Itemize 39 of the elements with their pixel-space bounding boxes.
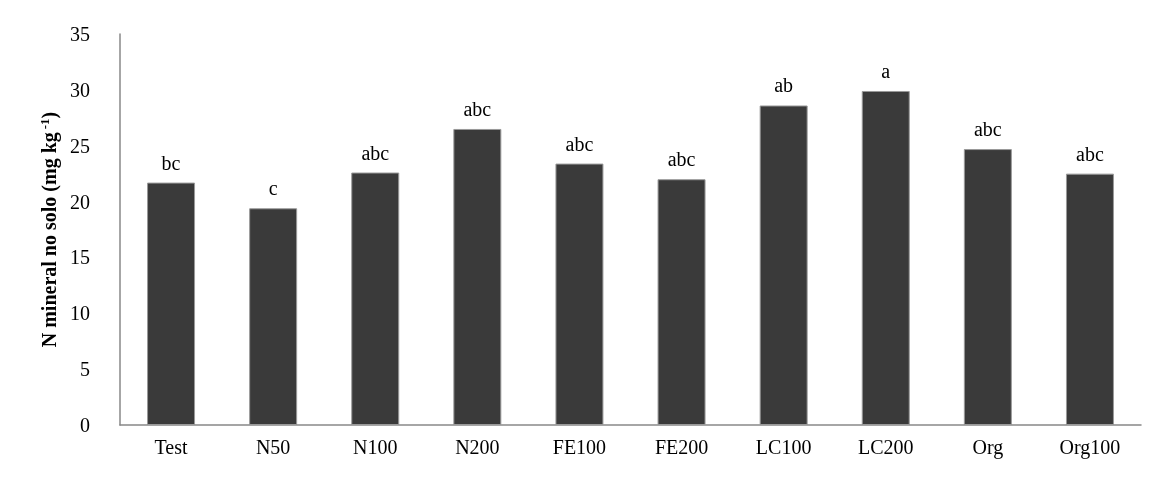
y-axis-title: N mineral no solo (mg kg-1) <box>36 111 62 348</box>
bar <box>555 163 604 425</box>
y-tick-label: 0 <box>80 414 90 436</box>
x-tick-label: N50 <box>255 436 291 458</box>
x-tick-label: Org <box>972 436 1004 459</box>
y-tick-label: 10 <box>70 302 90 325</box>
x-tick-label: FE100 <box>552 436 607 458</box>
x-tick-label: Test <box>154 436 189 458</box>
y-tick-label: 25 <box>70 134 90 157</box>
bar <box>1065 173 1114 425</box>
data-label: abc <box>463 97 492 120</box>
data-label: abc <box>667 148 696 171</box>
bar <box>963 149 1012 425</box>
data-label: c <box>268 177 278 200</box>
data-label: abc <box>565 132 594 155</box>
data-label: a <box>881 59 891 82</box>
bar <box>147 182 196 425</box>
data-label: ab <box>774 74 794 97</box>
x-tick-label: N100 <box>353 436 398 458</box>
x-tick-label: LC100 <box>755 436 812 458</box>
bar <box>657 179 706 425</box>
bar <box>861 90 910 425</box>
y-tick-label: 20 <box>70 190 90 213</box>
y-tick-label: 35 <box>70 23 90 45</box>
y-tick-label: 5 <box>80 358 90 381</box>
bar <box>759 105 808 425</box>
bar <box>351 172 400 425</box>
data-label: bc <box>161 151 181 174</box>
y-tick-label: 30 <box>70 78 90 101</box>
x-tick-label: FE200 <box>654 436 709 458</box>
x-tick-label: LC200 <box>857 436 914 458</box>
data-label: abc <box>1076 142 1104 165</box>
data-label: abc <box>361 141 390 164</box>
data-label: abc <box>973 118 1002 141</box>
y-tick-label: 15 <box>70 246 90 269</box>
x-tick-label: N200 <box>455 436 500 458</box>
bar <box>453 128 502 425</box>
x-tick-label: Org100 <box>1059 436 1121 459</box>
bar <box>249 208 298 425</box>
